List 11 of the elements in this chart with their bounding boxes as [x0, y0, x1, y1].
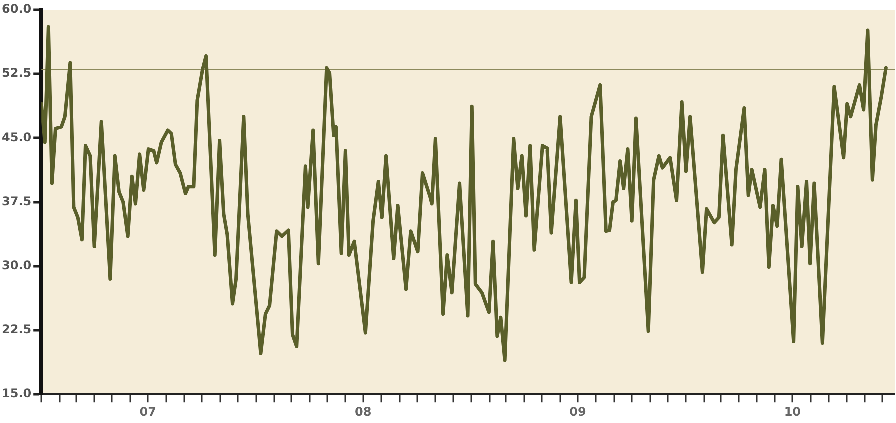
y-tick-label: 22.5 — [2, 322, 32, 337]
x-tick-label: 08 — [354, 404, 372, 419]
y-tick-label: 60.0 — [2, 2, 32, 16]
y-tick-label: 15.0 — [2, 386, 32, 401]
x-tick-label: 09 — [570, 404, 586, 419]
x-tick-label: 10 — [784, 404, 802, 419]
y-tick-label: 37.5 — [2, 194, 32, 208]
y-tick-label: 52.5 — [2, 66, 32, 80]
x-tick-label: 07 — [140, 404, 156, 419]
y-tick-label: 30.0 — [2, 258, 32, 273]
y-tick-label: 45.0 — [2, 130, 32, 144]
